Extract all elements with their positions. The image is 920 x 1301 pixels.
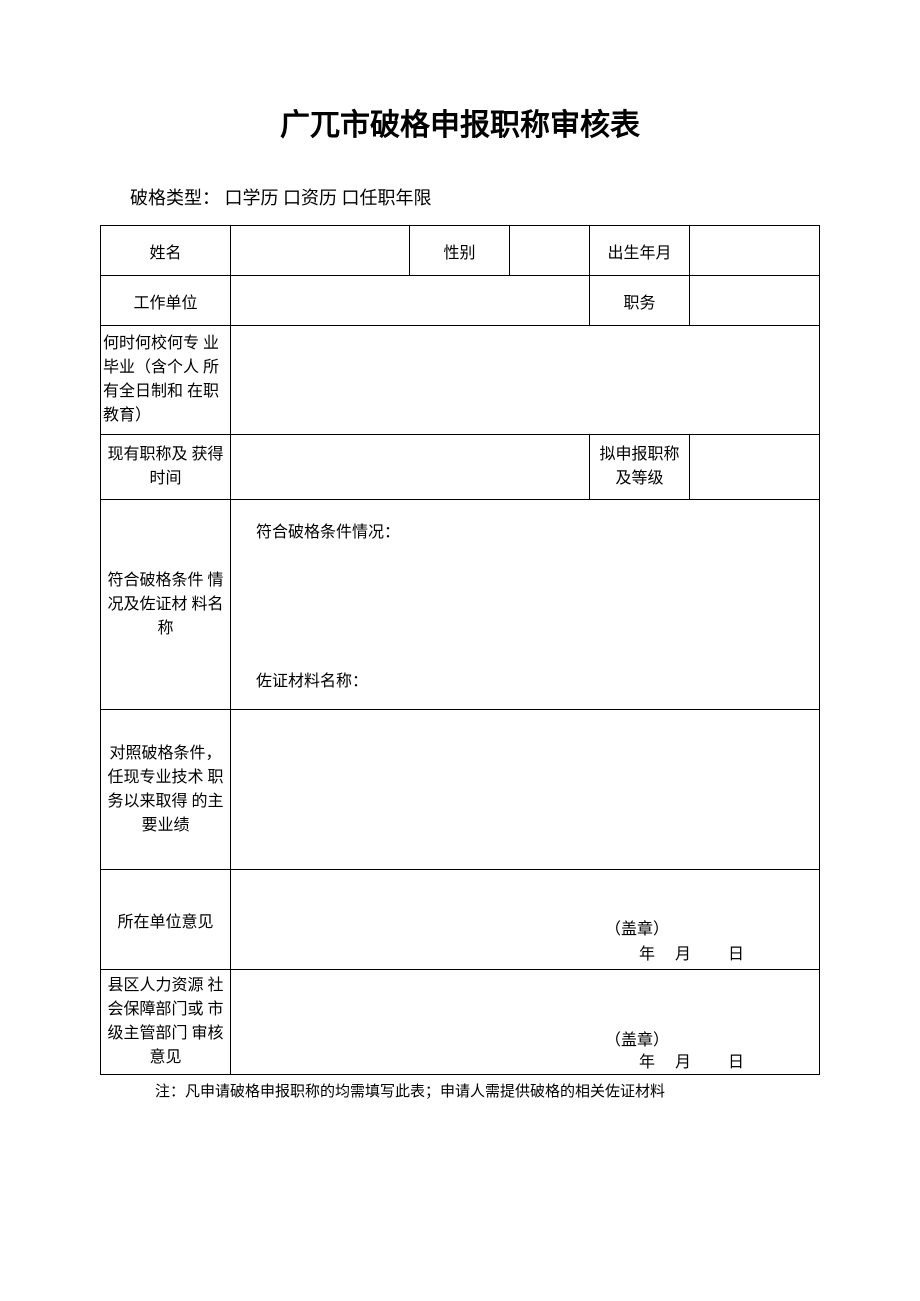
row-conditions: 符合破格条件 情况及佐证材 料名称 符合破格条件情况： 佐证材料名称：	[101, 500, 820, 710]
value-workplace[interactable]	[231, 276, 590, 326]
value-position[interactable]	[690, 276, 820, 326]
label-name: 姓名	[101, 226, 231, 276]
type-option-tenure[interactable]: 口任职年限	[342, 188, 432, 208]
review-stamp-placeholder: （盖章）	[605, 1026, 669, 1050]
row-personal-info: 姓名 性别 出生年月	[101, 226, 820, 276]
unit-date-d: 日	[728, 940, 744, 964]
label-birth: 出生年月	[590, 226, 690, 276]
unit-stamp-placeholder: （盖章）	[605, 915, 669, 939]
type-option-qualification[interactable]: 口资历	[283, 188, 337, 208]
unit-date-ym: 年 月	[639, 940, 699, 964]
row-titles: 现有职称及 获得时间 拟申报职称及等级	[101, 435, 820, 500]
review-date-ym: 年 月	[639, 1048, 699, 1072]
conditions-situation-label: 符合破格条件情况：	[256, 518, 400, 542]
row-review-opinion: 县区人力资源 社会保障部门或 市级主管部门 审核意见 （盖章） 年 月 日	[101, 970, 820, 1075]
type-option-education[interactable]: 口学历	[225, 188, 279, 208]
row-achievements: 对照破格条件，任现专业技术 职务以来取得 的主要业绩	[101, 710, 820, 870]
label-achievements: 对照破格条件，任现专业技术 职务以来取得 的主要业绩	[101, 710, 231, 870]
value-education[interactable]	[231, 326, 820, 435]
label-review-opinion: 县区人力资源 社会保障部门或 市级主管部门 审核意见	[101, 970, 231, 1075]
row-unit-opinion: 所在单位意见 （盖章） 年 月 日	[101, 870, 820, 970]
value-current-title[interactable]	[231, 435, 590, 500]
review-date-d: 日	[728, 1048, 744, 1072]
value-unit-opinion[interactable]: （盖章） 年 月 日	[231, 870, 820, 970]
exception-type-line: 破格类型： 口学历 口资历 口任职年限	[130, 184, 820, 210]
review-form-table: 姓名 性别 出生年月 工作单位 职务 何时何校何专 业毕业（含个人 所有全日制和…	[100, 225, 820, 1075]
value-review-opinion[interactable]: （盖章） 年 月 日	[231, 970, 820, 1075]
evidence-materials-label: 佐证材料名称：	[256, 667, 368, 691]
label-position: 职务	[590, 276, 690, 326]
value-achievements[interactable]	[231, 710, 820, 870]
value-birth[interactable]	[690, 226, 820, 276]
document-title: 广兀市破格申报职称审核表	[100, 100, 820, 144]
label-gender: 性别	[410, 226, 510, 276]
value-conditions[interactable]: 符合破格条件情况： 佐证材料名称：	[231, 500, 820, 710]
value-apply-title[interactable]	[690, 435, 820, 500]
label-current-title: 现有职称及 获得时间	[101, 435, 231, 500]
label-conditions: 符合破格条件 情况及佐证材 料名称	[101, 500, 231, 710]
value-name[interactable]	[231, 226, 410, 276]
value-gender[interactable]	[510, 226, 590, 276]
row-workplace: 工作单位 职务	[101, 276, 820, 326]
row-education: 何时何校何专 业毕业（含个人 所有全日制和 在职教育）	[101, 326, 820, 435]
footnote-text: 注：凡申请破格申报职称的均需填写此表；申请人需提供破格的相关佐证材料	[155, 1080, 820, 1101]
label-apply-title: 拟申报职称及等级	[590, 435, 690, 500]
label-unit-opinion: 所在单位意见	[101, 870, 231, 970]
label-workplace: 工作单位	[101, 276, 231, 326]
label-education: 何时何校何专 业毕业（含个人 所有全日制和 在职教育）	[101, 326, 231, 435]
subtitle-prefix: 破格类型：	[130, 188, 220, 208]
